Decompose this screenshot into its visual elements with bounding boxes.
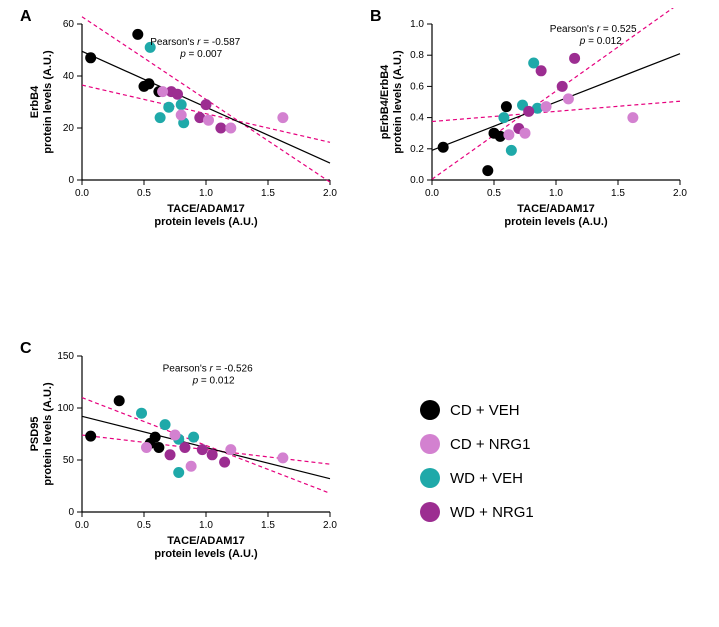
svg-text:protein levels (A.U.): protein levels (A.U.) (392, 50, 404, 154)
svg-text:p = 0.012: p = 0.012 (192, 376, 235, 387)
panel-a-label: A (20, 8, 32, 26)
panel-c-label: C (20, 340, 32, 358)
svg-text:0.8: 0.8 (410, 50, 424, 61)
svg-text:1.5: 1.5 (611, 188, 625, 199)
legend-item-cd_nrg1: CD + NRG1 (420, 434, 534, 454)
legend-item-wd_nrg1: WD + NRG1 (420, 502, 534, 522)
svg-text:60: 60 (63, 19, 75, 30)
legend-swatch-wd_veh (420, 468, 440, 488)
svg-text:2.0: 2.0 (673, 188, 687, 199)
legend-label-wd_veh: WD + VEH (450, 470, 523, 487)
svg-text:protein levels (A.U.): protein levels (A.U.) (154, 548, 258, 560)
panel-a: A 0.00.51.01.52.00204060TACE/ADAM17prote… (20, 8, 340, 238)
legend-label-cd_nrg1: CD + NRG1 (450, 436, 530, 453)
panel-b-label: B (370, 8, 382, 26)
svg-text:protein levels (A.U.): protein levels (A.U.) (42, 382, 54, 486)
legend-label-wd_nrg1: WD + NRG1 (450, 504, 534, 521)
chart-a: 0.00.51.01.52.00204060TACE/ADAM17protein… (20, 8, 340, 238)
svg-text:TACE/ADAM17: TACE/ADAM17 (167, 535, 244, 547)
svg-text:50: 50 (63, 455, 75, 466)
legend-swatch-cd_veh (420, 400, 440, 420)
svg-text:100: 100 (57, 403, 74, 414)
svg-text:0.5: 0.5 (487, 188, 501, 199)
svg-text:150: 150 (57, 351, 74, 362)
svg-text:0.5: 0.5 (137, 188, 151, 199)
svg-text:0.2: 0.2 (410, 144, 424, 155)
svg-text:TACE/ADAM17: TACE/ADAM17 (517, 203, 594, 215)
svg-text:ErbB4: ErbB4 (29, 85, 41, 118)
panel-b: B 0.0 0.5 1.0 1.5 2.0 0.0 0.2 0.4 0.6 0.8 1.0 TACE/… (370, 8, 690, 238)
svg-text:2.0: 2.0 (323, 520, 337, 531)
legend-label-cd_veh: CD + VEH (450, 402, 520, 419)
svg-text:0.4: 0.4 (410, 113, 424, 124)
svg-text:protein levels (A.U.): protein levels (A.U.) (154, 216, 258, 228)
svg-text:protein levels (A.U.): protein levels (A.U.) (504, 216, 608, 228)
svg-text:1.5: 1.5 (261, 520, 275, 531)
chart-b: 0.0 0.5 1.0 1.5 2.0 0.0 0.2 0.4 0.6 0.8 1.0 TACE/AD… (370, 8, 690, 238)
svg-text:0.0: 0.0 (75, 188, 89, 199)
svg-text:Pearson's r = 0.525: Pearson's r = 0.525 (550, 24, 637, 35)
svg-text:1.0: 1.0 (410, 19, 424, 30)
svg-text:0: 0 (68, 507, 74, 518)
legend-item-cd_veh: CD + VEH (420, 400, 534, 420)
svg-text:Pearson's r = -0.526: Pearson's r = -0.526 (163, 364, 253, 375)
svg-text:p = 0.012: p = 0.012 (579, 36, 622, 47)
svg-text:0.6: 0.6 (410, 81, 424, 92)
svg-text:1.0: 1.0 (199, 188, 213, 199)
svg-text:Pearson's r = -0.587: Pearson's r = -0.587 (150, 37, 240, 48)
svg-text:pErbB4/ErbB4: pErbB4/ErbB4 (379, 64, 391, 139)
svg-text:0.5: 0.5 (137, 520, 151, 531)
svg-text:p = 0.007: p = 0.007 (179, 49, 222, 60)
svg-text:TACE/ADAM17: TACE/ADAM17 (167, 203, 244, 215)
svg-text:0.0: 0.0 (410, 175, 424, 186)
svg-text:20: 20 (63, 123, 75, 134)
svg-text:PSD95: PSD95 (29, 417, 41, 452)
legend-swatch-cd_nrg1 (420, 434, 440, 454)
legend-item-wd_veh: WD + VEH (420, 468, 534, 488)
svg-text:protein levels (A.U.): protein levels (A.U.) (42, 50, 54, 154)
legend: CD + VEH CD + NRG1 WD + VEH WD + NRG1 (420, 400, 534, 536)
svg-text:40: 40 (63, 71, 75, 82)
svg-text:1.5: 1.5 (261, 188, 275, 199)
svg-text:0.0: 0.0 (425, 188, 439, 199)
svg-text:0.0: 0.0 (75, 520, 89, 531)
svg-text:1.0: 1.0 (549, 188, 563, 199)
svg-text:1.0: 1.0 (199, 520, 213, 531)
svg-text:0: 0 (68, 175, 74, 186)
panel-c: C 0.00.51.01.52.0050100150TACE/ADAM17pro… (20, 340, 340, 570)
svg-text:2.0: 2.0 (323, 188, 337, 199)
chart-c: 0.00.51.01.52.0050100150TACE/ADAM17prote… (20, 340, 340, 570)
legend-swatch-wd_nrg1 (420, 502, 440, 522)
